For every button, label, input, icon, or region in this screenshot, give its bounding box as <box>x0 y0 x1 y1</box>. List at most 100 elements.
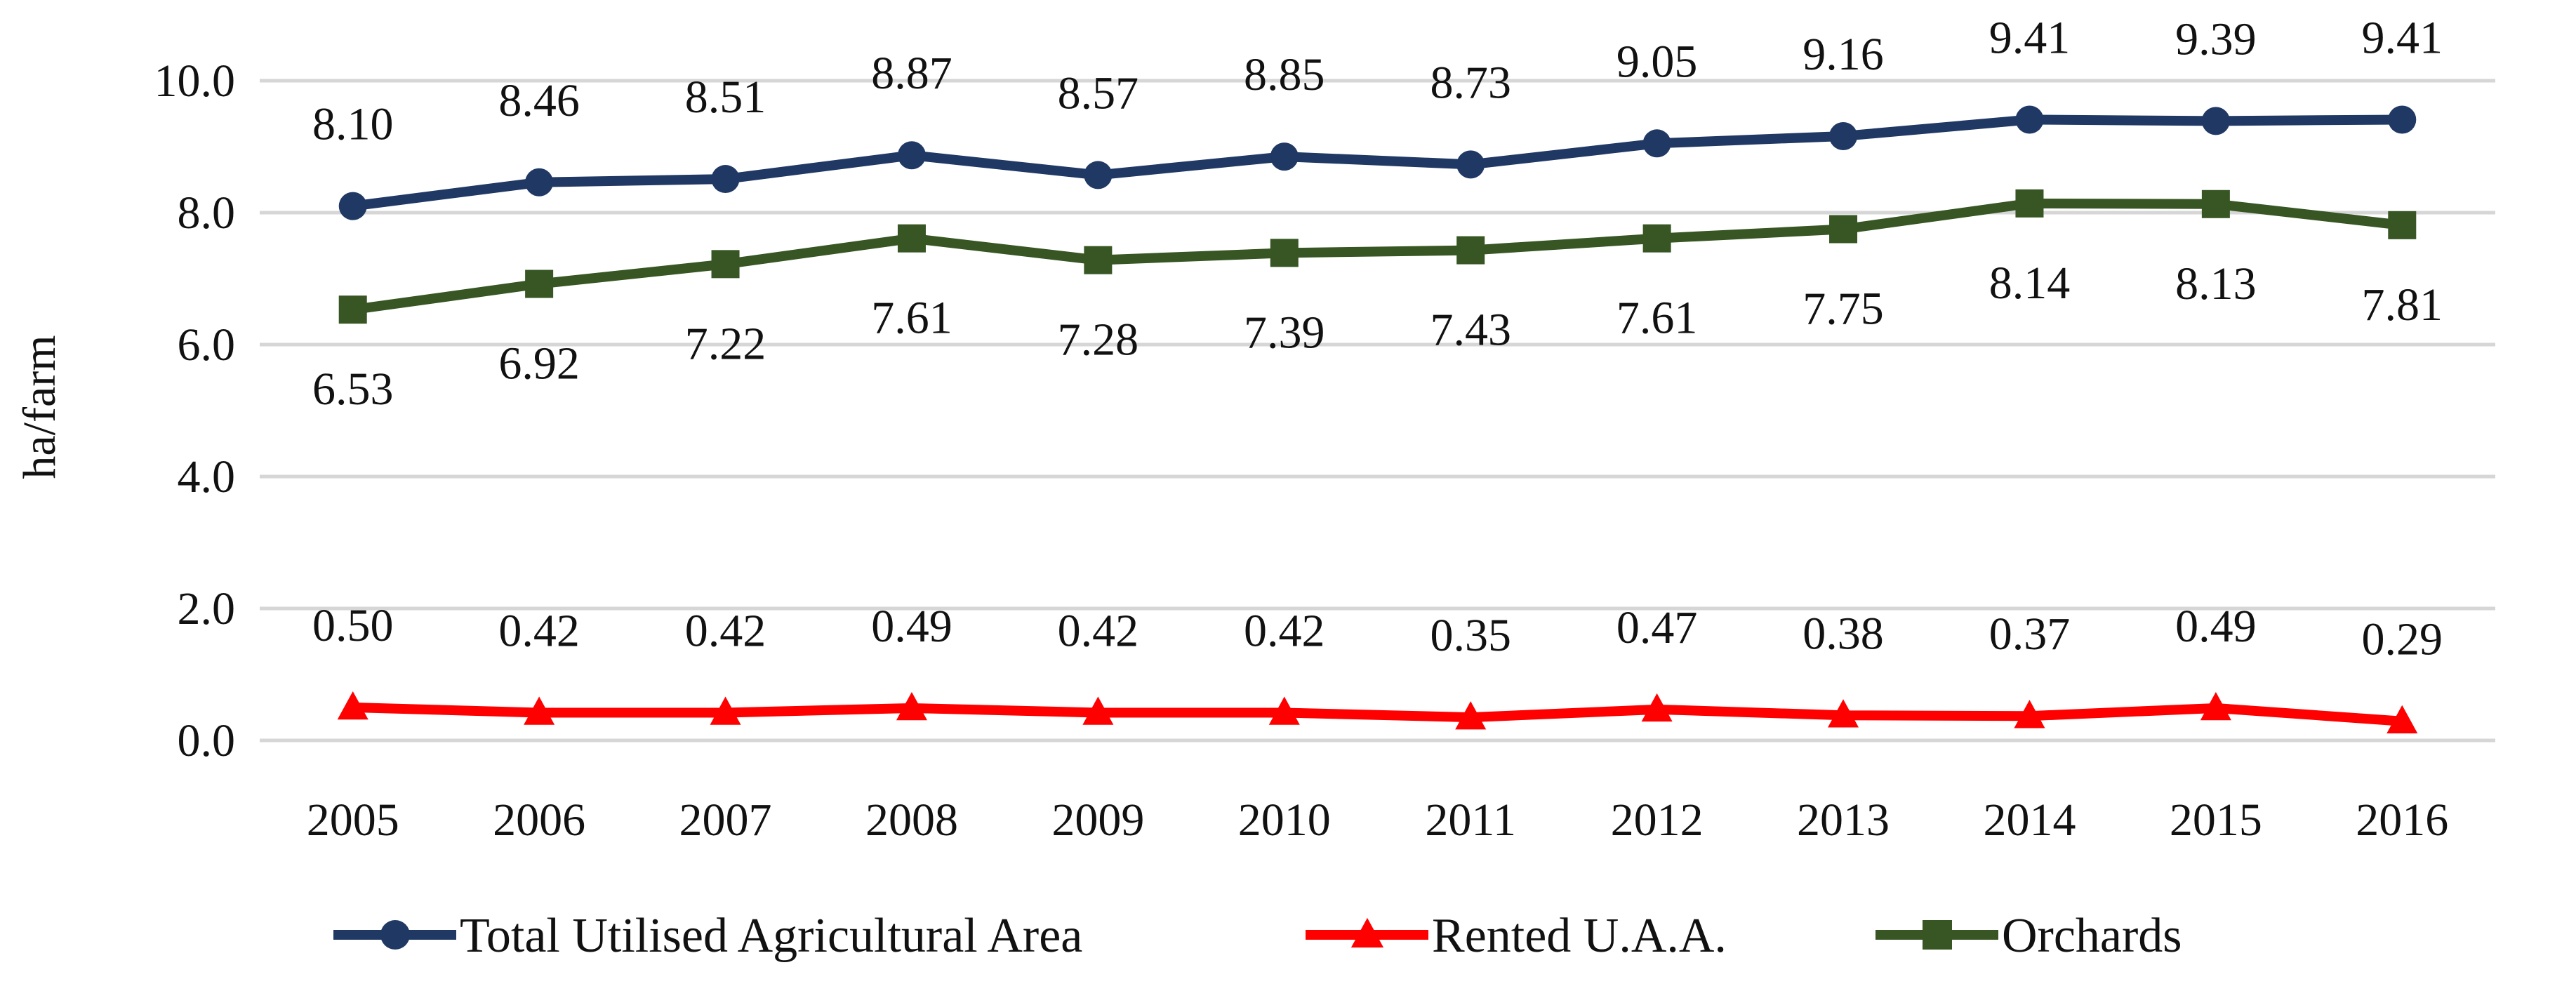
legend-item: Total Utilised Agricultural Area <box>333 909 1082 963</box>
y-tick-label: 6.0 <box>178 319 236 371</box>
data-point <box>525 168 554 197</box>
data-point <box>1084 161 1113 189</box>
data-point <box>1642 129 1671 158</box>
data-label: 7.43 <box>1430 305 1511 356</box>
data-point <box>2201 107 2230 135</box>
y-axis-ticks: 0.0 2.0 4.0 6.0 8.0 10.0 <box>154 55 236 766</box>
data-point <box>2201 189 2230 218</box>
data-point <box>1268 696 1300 725</box>
data-label: 7.81 <box>2362 279 2443 331</box>
gridlines <box>260 79 2495 743</box>
legend: Total Utilised Agricultural Area Rented U… <box>333 909 2182 963</box>
legend-label: Rented U.A.A. <box>1432 909 1727 963</box>
y-tick-label: 10.0 <box>154 55 236 107</box>
data-point <box>711 165 740 194</box>
data-label: 9.16 <box>1802 29 1884 80</box>
data-label: 8.14 <box>1989 258 2071 309</box>
data-point <box>2015 189 2044 218</box>
y-tick-label: 4.0 <box>178 451 236 502</box>
y-tick-label: 2.0 <box>178 583 236 634</box>
data-point <box>2388 105 2417 134</box>
data-label: 9.39 <box>2175 13 2257 65</box>
x-tick-label: 2015 <box>2170 794 2262 846</box>
x-tick-label: 2006 <box>493 794 585 846</box>
data-point <box>1455 701 1487 730</box>
data-point <box>2014 700 2045 728</box>
y-axis-label: ha/farm <box>14 335 65 479</box>
data-label: 7.22 <box>685 318 766 369</box>
data-label: 8.73 <box>1430 57 1511 108</box>
data-label: 9.41 <box>2362 12 2443 63</box>
data-point <box>1270 239 1299 267</box>
y-tick-label: 8.0 <box>178 187 236 239</box>
data-point <box>1084 246 1113 274</box>
data-point <box>1829 121 1858 150</box>
data-label: 0.42 <box>1058 606 1139 657</box>
data-label: 0.42 <box>498 606 580 657</box>
data-label: 8.13 <box>2175 258 2257 310</box>
data-label: 8.51 <box>685 72 766 123</box>
data-point <box>338 295 367 324</box>
series-line <box>347 198 2408 315</box>
data-label: 8.85 <box>1244 49 1325 100</box>
legend-label: Total Utilised Agricultural Area <box>460 909 1082 963</box>
data-point <box>524 696 555 725</box>
data-label: 8.10 <box>312 99 394 150</box>
data-point <box>897 224 926 253</box>
data-label: 0.38 <box>1802 608 1884 659</box>
data-label: 6.92 <box>498 338 580 390</box>
data-label: 7.61 <box>871 293 952 344</box>
data-point <box>2200 691 2231 721</box>
data-point <box>525 269 554 298</box>
x-tick-label: 2016 <box>2356 794 2448 846</box>
data-point <box>1270 142 1299 171</box>
data-label: 8.57 <box>1058 67 1139 119</box>
x-tick-label: 2009 <box>1051 794 1144 846</box>
data-label: 0.49 <box>2175 601 2257 652</box>
data-label: 0.37 <box>1989 608 2071 660</box>
data-point <box>1642 224 1671 253</box>
series-line <box>347 114 2408 211</box>
data-label: 7.28 <box>1058 314 1139 366</box>
data-point <box>1456 236 1485 265</box>
data-label: 0.50 <box>312 600 394 651</box>
series-line <box>347 703 2408 726</box>
data-label: 6.53 <box>312 364 394 415</box>
x-tick-label: 2005 <box>307 794 399 846</box>
data-label: 0.47 <box>1616 602 1698 653</box>
data-label: 0.42 <box>685 606 766 657</box>
data-label: 0.42 <box>1244 606 1325 657</box>
data-label: 0.29 <box>2362 614 2443 665</box>
data-point <box>338 192 367 220</box>
data-label: 0.35 <box>1430 610 1511 661</box>
data-point <box>897 141 926 170</box>
x-tick-label: 2013 <box>1797 794 1890 846</box>
x-tick-label: 2012 <box>1611 794 1704 846</box>
data-label: 7.75 <box>1802 284 1884 335</box>
data-point <box>1456 150 1485 179</box>
legend-item: Rented U.A.A. <box>1306 909 1727 963</box>
data-point <box>1082 696 1114 725</box>
x-tick-label: 2008 <box>865 794 958 846</box>
x-tick-label: 2010 <box>1238 794 1331 846</box>
data-label: 8.87 <box>871 48 952 99</box>
data-label: 7.39 <box>1244 307 1325 358</box>
x-tick-label: 2011 <box>1425 794 1516 846</box>
data-point <box>710 696 741 725</box>
data-label: 9.05 <box>1616 36 1698 87</box>
legend-marker <box>380 920 410 950</box>
data-label: 9.41 <box>1989 12 2071 63</box>
x-axis-ticks: 2005 2006 2007 2008 2009 2010 2011 2012 2013 2014… <box>307 794 2449 846</box>
data-point <box>896 691 927 721</box>
data-point <box>1641 693 1673 722</box>
data-point <box>1828 699 1859 728</box>
data-label: 8.46 <box>498 75 580 126</box>
data-point <box>711 250 740 279</box>
data-point <box>2015 105 2044 134</box>
legend-marker <box>1350 917 1384 948</box>
legend-label: Orchards <box>2002 909 2182 963</box>
data-label: 7.61 <box>1616 293 1698 344</box>
data-label: 0.49 <box>871 601 952 652</box>
data-point <box>1829 215 1858 244</box>
